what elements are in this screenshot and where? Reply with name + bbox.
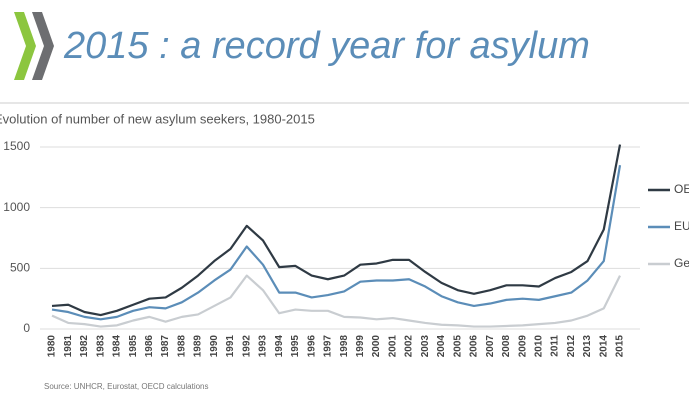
- x-tick-label: 2015: [615, 335, 626, 358]
- legend-label: EU: [674, 219, 689, 233]
- x-tick-label: 1997: [323, 335, 334, 358]
- x-tick-label: 2011: [550, 335, 561, 357]
- x-tick-label: 2006: [469, 335, 480, 358]
- x-tick-label: 1998: [339, 335, 350, 358]
- x-tick-label: 2003: [420, 335, 431, 358]
- series-line: [51, 165, 622, 321]
- y-tick-label: 1000: [3, 200, 30, 214]
- x-tick-label: 1996: [306, 335, 317, 358]
- y-tick-label: 1500: [3, 139, 30, 153]
- x-tick-label: 1989: [193, 335, 204, 358]
- series-line: [51, 144, 622, 317]
- x-tick-label: 2008: [501, 335, 512, 358]
- x-tick-label: 1993: [258, 335, 269, 358]
- x-tick-label: 2007: [485, 335, 496, 358]
- x-tick-label: 1991: [225, 335, 236, 358]
- x-tick-label: 2002: [404, 335, 415, 358]
- legend-label: OECD: [674, 182, 689, 196]
- x-tick-label: 2014: [598, 335, 609, 358]
- x-tick-label: 2013: [582, 335, 593, 358]
- x-tick-label: 2012: [566, 335, 577, 358]
- x-tick-label: 2001: [387, 335, 398, 358]
- slide-title: 2015 : a record year for asylum: [63, 25, 590, 67]
- x-tick-label: 1999: [355, 335, 366, 358]
- x-tick-label: 1987: [160, 335, 171, 358]
- legend-label: Germany: [674, 256, 689, 270]
- x-tick-label: 1982: [79, 335, 90, 358]
- x-tick-label: 2009: [517, 335, 528, 358]
- series-line: [51, 274, 621, 328]
- chart-title: Evolution of number of new asylum seeker…: [0, 111, 315, 126]
- x-tick-label: 1990: [209, 335, 220, 358]
- x-tick-label: 1983: [95, 335, 106, 358]
- x-tick-label: 1994: [274, 335, 285, 358]
- x-tick-label: 1992: [241, 335, 252, 358]
- logo-chevron: [32, 12, 54, 80]
- x-tick-label: 2000: [371, 335, 382, 358]
- logo-chevron: [14, 12, 36, 80]
- x-tick-label: 1995: [290, 335, 301, 358]
- x-tick-label: 1985: [128, 335, 139, 358]
- x-tick-label: 2005: [452, 335, 463, 358]
- x-tick-label: 1986: [144, 335, 155, 358]
- x-tick-label: 1980: [47, 335, 58, 358]
- x-tick-label: 1984: [112, 335, 123, 358]
- x-tick-label: 1988: [176, 335, 187, 358]
- x-tick-label: 2010: [533, 335, 544, 358]
- y-tick-label: 500: [10, 261, 30, 275]
- x-tick-label: 2004: [436, 335, 447, 358]
- x-tick-label: 1981: [63, 335, 74, 358]
- source: Source: UNHCR, Eurostat, OECD calculatio…: [44, 382, 209, 391]
- y-tick-label: 0: [23, 321, 30, 335]
